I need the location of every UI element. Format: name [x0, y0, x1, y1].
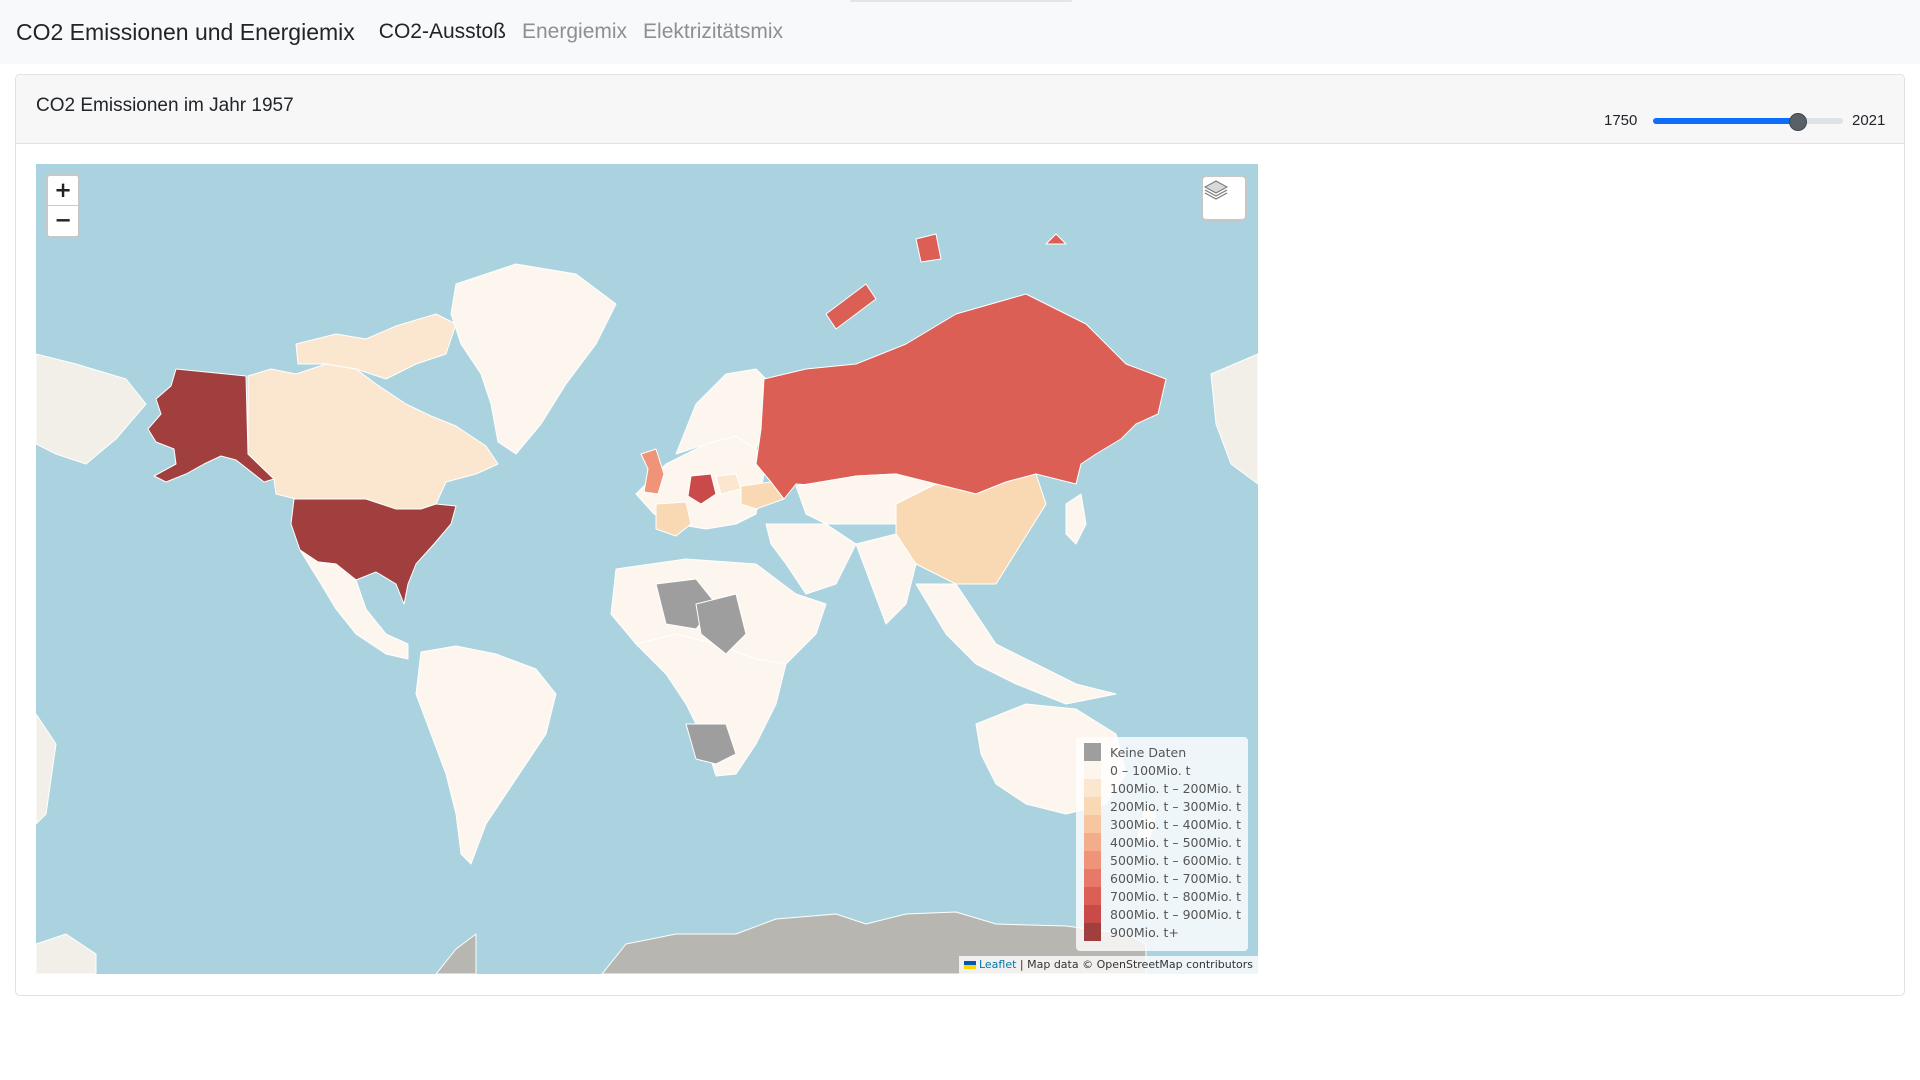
- land-eastern-edge: [1210, 353, 1258, 485]
- legend-item: 100Mio. t – 200Mio. t: [1084, 779, 1241, 797]
- country-canada: [247, 363, 499, 510]
- legend-swatch: [1084, 923, 1101, 941]
- country-canada-islands: [295, 313, 457, 380]
- country-africa-no-data-south: [685, 723, 737, 765]
- country-middle-east: [765, 523, 857, 595]
- country-germany: [687, 473, 717, 505]
- year-slider-thumb[interactable]: [1789, 113, 1808, 131]
- country-usa: [290, 498, 457, 605]
- country-africa-no-data-central: [695, 593, 747, 655]
- slider-min-label: 1750: [1604, 112, 1638, 129]
- zoom-in-button[interactable]: +: [48, 176, 78, 206]
- navbar-brand[interactable]: CO2 Emissionen und Energiemix: [16, 18, 355, 45]
- legend-item: Keine Daten: [1084, 743, 1186, 761]
- top-edge-shadow: [850, 0, 1072, 2]
- navbar: CO2 Emissionen und Energiemix CO2-Aussto…: [0, 0, 1920, 64]
- world-map[interactable]: + − Keine Daten 0 – 100Mio. t 100Mio. t – …: [36, 164, 1258, 974]
- country-greenland: [450, 263, 617, 455]
- legend-swatch: [1084, 851, 1101, 869]
- legend-item: 300Mio. t – 400Mio. t: [1084, 815, 1241, 833]
- legend-label: Keine Daten: [1110, 744, 1187, 760]
- year-slider[interactable]: [1653, 113, 1843, 131]
- legend-label: 700Mio. t – 800Mio. t: [1110, 888, 1241, 904]
- legend-item: 500Mio. t – 600Mio. t: [1084, 851, 1241, 869]
- zoom-control: + −: [46, 174, 80, 238]
- legend-label: 100Mio. t – 200Mio. t: [1110, 780, 1241, 796]
- attribution-text: Map data © OpenStreetMap contributors: [1027, 958, 1253, 971]
- legend-label: 300Mio. t – 400Mio. t: [1110, 816, 1241, 832]
- country-ukraine: [740, 481, 785, 510]
- land-western-antarctic: [36, 933, 97, 974]
- legend-item: 0 – 100Mio. t: [1084, 761, 1191, 779]
- land-western-edge: [36, 353, 147, 465]
- legend-item: 400Mio. t – 500Mio. t: [1084, 833, 1241, 851]
- legend-swatch: [1084, 905, 1101, 923]
- legend-swatch: [1084, 815, 1101, 833]
- legend-item: 600Mio. t – 700Mio. t: [1084, 869, 1241, 887]
- legend-label: 500Mio. t – 600Mio. t: [1110, 852, 1241, 868]
- country-south-america: [415, 645, 557, 865]
- country-japan: [1065, 493, 1087, 545]
- world-map-canvas: [36, 233, 1258, 974]
- attribution-separator: |: [1016, 958, 1028, 971]
- zoom-out-button[interactable]: −: [54, 208, 72, 232]
- legend-swatch: [1084, 779, 1101, 797]
- layers-control-button[interactable]: [1201, 175, 1247, 221]
- legend-swatch: [1084, 833, 1101, 851]
- legend-swatch: [1084, 797, 1101, 815]
- card-header: CO2 Emissionen im Jahr 1957 1750 2021: [16, 75, 1904, 144]
- country-antarctica-west: [435, 933, 477, 974]
- legend-swatch: [1084, 887, 1101, 905]
- legend-label: 800Mio. t – 900Mio. t: [1110, 906, 1241, 922]
- nav-link-co2-ausstoss[interactable]: CO2-Ausstoß: [378, 20, 506, 43]
- layers-icon: [1203, 180, 1229, 200]
- card-title: CO2 Emissionen im Jahr 1957: [36, 95, 294, 116]
- nav-link-elektrizitaetsmix[interactable]: Elektrizitätsmix: [643, 20, 784, 43]
- country-mexico: [299, 549, 409, 660]
- legend-swatch: [1084, 761, 1101, 779]
- legend-swatch: [1084, 743, 1101, 761]
- legend-label: 200Mio. t – 300Mio. t: [1110, 798, 1241, 814]
- land-western-south: [36, 713, 57, 825]
- year-slider-fill: [1653, 118, 1799, 124]
- legend-swatch: [1084, 869, 1101, 887]
- slider-max-label: 2021: [1852, 112, 1886, 129]
- nav-link-energiemix[interactable]: Energiemix: [521, 20, 628, 43]
- country-china: [895, 473, 1047, 585]
- legend-label: 0 – 100Mio. t: [1110, 762, 1191, 778]
- country-russia: [755, 293, 1167, 500]
- legend-label: 400Mio. t – 500Mio. t: [1110, 834, 1241, 850]
- leaflet-link[interactable]: Leaflet: [978, 958, 1017, 971]
- ukraine-flag-icon: [963, 961, 976, 969]
- legend-label: 900Mio. t+: [1110, 924, 1179, 940]
- country-uk: [640, 448, 665, 495]
- map-attribution: Leaflet | Map data © OpenStreetMap contr…: [958, 956, 1258, 974]
- legend-item: 800Mio. t – 900Mio. t: [1084, 905, 1241, 923]
- country-france: [655, 501, 692, 537]
- legend-item: 700Mio. t – 800Mio. t: [1084, 887, 1241, 905]
- legend-label: 600Mio. t – 700Mio. t: [1110, 870, 1241, 886]
- legend-item: 200Mio. t – 300Mio. t: [1084, 797, 1241, 815]
- country-southeast-asia: [915, 583, 1117, 705]
- country-russia-islands: [825, 233, 1067, 330]
- legend-item: 900Mio. t+: [1084, 923, 1179, 941]
- map-legend: Keine Daten 0 – 100Mio. t 100Mio. t – 200M…: [1076, 737, 1248, 951]
